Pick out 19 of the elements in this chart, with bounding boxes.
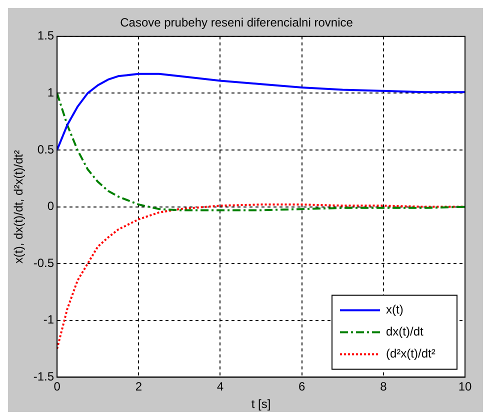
y-tick-label: -0.5 (33, 256, 54, 270)
line-series (57, 92, 465, 212)
x-tick-label: 8 (380, 380, 388, 394)
y-tick-label: -1.5 (33, 370, 54, 384)
legend-label: dx(t)/dt (386, 324, 424, 339)
legend-label: x(t) (386, 302, 404, 317)
y-tick-label: 0 (47, 199, 54, 214)
x-tick-label: 2 (135, 380, 142, 394)
y-tick-label: -1 (43, 312, 54, 327)
chart-title: Casove prubehy reseni diferencialni rovnice (120, 16, 354, 30)
y-tick-label: 1.5 (37, 28, 54, 43)
x-tick-label: 6 (298, 380, 306, 394)
x-tick-label: 4 (216, 380, 224, 394)
x-tick-label: 10 (458, 380, 472, 394)
x-axis-title: t [s] (251, 397, 271, 412)
y-tick-label: 1 (47, 86, 54, 100)
y-axis-title: x(t), dx(t)/dt, d²x(t)/dt² (12, 150, 26, 264)
y-tick-label: 0.5 (37, 142, 54, 156)
legend-label: (d²x(t)/dt² (386, 346, 436, 361)
